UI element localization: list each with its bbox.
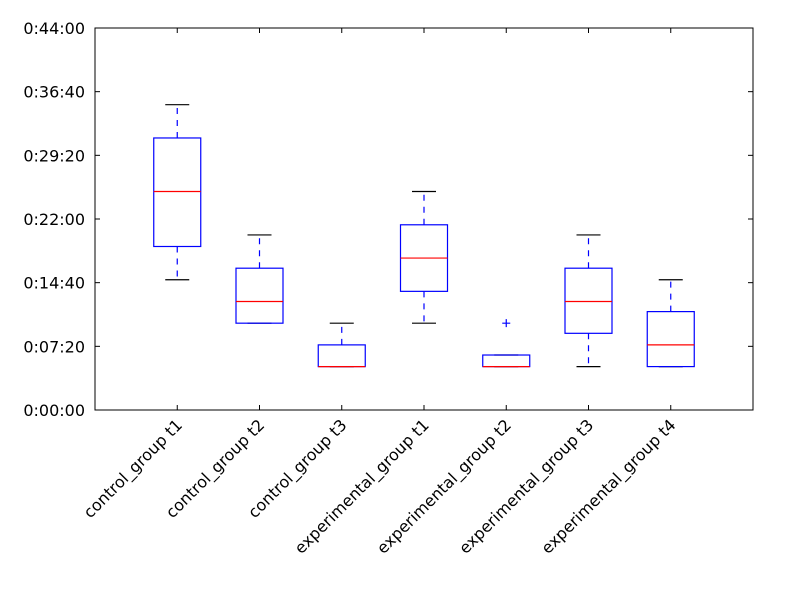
- box-4: [399, 190, 449, 324]
- iqr-box: [153, 137, 202, 248]
- iqr-box: [482, 354, 531, 368]
- box-3: [317, 322, 366, 368]
- y-tick-label: 0:22:00: [23, 210, 85, 229]
- y-tick-label: 0:29:20: [23, 146, 85, 165]
- y-axis: 0:00:00 0:07:20 0:14:40 0:22:00 0:29:20 0:36:…: [23, 19, 753, 420]
- iqr-box: [646, 311, 695, 368]
- iqr-box: [564, 267, 613, 334]
- outlier-point: [502, 319, 511, 328]
- iqr-box: [317, 344, 366, 368]
- x-tick-label: experimental_group t1: [291, 415, 434, 558]
- y-tick-label: 0:14:40: [23, 274, 85, 293]
- x-tick-label: experimental_group t3: [455, 415, 598, 558]
- box-2: [235, 234, 284, 324]
- x-tick-label: experimental_group t4: [537, 415, 680, 558]
- x-tick-label: experimental_group t2: [373, 415, 516, 558]
- y-tick-label: 0:07:20: [23, 337, 85, 356]
- y-tick-label: 0:44:00: [23, 19, 85, 38]
- y-tick-label: 0:00:00: [23, 401, 85, 420]
- y-tick-label: 0:36:40: [23, 83, 85, 102]
- box-7: [646, 279, 695, 368]
- box-1: [153, 104, 202, 281]
- plot-marks: [153, 104, 695, 368]
- iqr-box: [235, 267, 284, 324]
- box-6: [564, 234, 613, 368]
- box-5: [482, 319, 531, 368]
